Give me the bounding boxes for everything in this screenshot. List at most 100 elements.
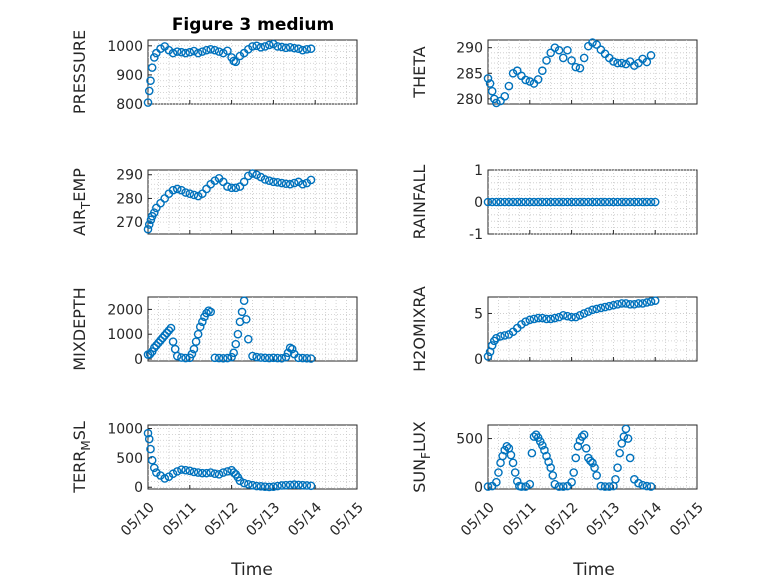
subplot-rainfall: -1 0 1 RAINFALL bbox=[410, 163, 698, 243]
data-point bbox=[542, 56, 551, 65]
data-point bbox=[168, 337, 178, 346]
y-tick-label: 500 bbox=[116, 451, 143, 467]
data-point bbox=[554, 482, 564, 491]
data-point bbox=[195, 322, 205, 332]
subplot-pressure: 800 900 1000 PRESSURE bbox=[70, 30, 358, 114]
data-point bbox=[550, 479, 560, 489]
data-point bbox=[527, 448, 537, 458]
data-point bbox=[202, 308, 211, 318]
data-point bbox=[231, 57, 241, 67]
y-axis-label: H2OMIXRA bbox=[410, 286, 429, 372]
data-point bbox=[540, 445, 549, 455]
subplot-theta: 280 285 290 THETA bbox=[410, 38, 698, 108]
y-tick-label: 0 bbox=[134, 352, 143, 368]
y-axis-label: PRESSURE bbox=[70, 30, 89, 114]
data-point bbox=[160, 194, 170, 203]
data-point bbox=[285, 480, 295, 490]
data-point bbox=[281, 352, 291, 362]
data-point bbox=[214, 47, 224, 56]
data-point bbox=[600, 302, 610, 312]
data-point bbox=[248, 351, 257, 361]
data-point bbox=[577, 432, 587, 441]
data-point bbox=[521, 75, 530, 85]
data-point bbox=[492, 98, 501, 108]
data-point bbox=[579, 309, 589, 318]
data-point bbox=[235, 476, 245, 486]
x-tick-label: 05/11 bbox=[160, 500, 200, 540]
data-point bbox=[302, 353, 312, 363]
data-point bbox=[650, 296, 660, 305]
data-point bbox=[590, 463, 599, 472]
y-axis-label: AIRTEMP bbox=[70, 168, 93, 236]
data-point bbox=[500, 197, 510, 207]
data-point bbox=[533, 75, 543, 84]
data-point bbox=[289, 178, 299, 188]
data-point bbox=[233, 329, 243, 339]
data-point bbox=[289, 480, 299, 489]
data-point bbox=[256, 172, 266, 182]
data-point bbox=[252, 481, 261, 491]
data-point bbox=[634, 478, 643, 488]
data-point bbox=[563, 311, 572, 321]
data-point bbox=[625, 453, 635, 463]
data-point bbox=[223, 182, 232, 191]
data-point bbox=[596, 197, 606, 207]
data-point bbox=[642, 197, 652, 207]
data-point bbox=[264, 482, 274, 492]
y-tick-label: 500 bbox=[456, 432, 483, 448]
x-tick-label: 05/11 bbox=[500, 500, 540, 540]
data-point bbox=[162, 328, 172, 338]
data-point bbox=[168, 469, 178, 479]
data-point bbox=[264, 40, 274, 50]
y-tick-label: 270 bbox=[116, 215, 143, 231]
data-point bbox=[613, 463, 622, 472]
data-point bbox=[600, 197, 610, 207]
data-point bbox=[152, 341, 161, 350]
data-point bbox=[538, 441, 547, 450]
data-point bbox=[544, 457, 553, 467]
data-point bbox=[604, 197, 614, 207]
data-point bbox=[621, 197, 631, 207]
y-axis-label: MIXDEPTH bbox=[70, 287, 89, 370]
data-point bbox=[500, 92, 510, 101]
data-point bbox=[144, 434, 154, 444]
data-point bbox=[613, 58, 622, 68]
data-point bbox=[177, 353, 186, 362]
data-point bbox=[256, 353, 266, 362]
data-point bbox=[542, 451, 551, 461]
data-point bbox=[241, 315, 251, 324]
data-point bbox=[187, 349, 197, 359]
data-point bbox=[623, 434, 633, 443]
data-point bbox=[487, 86, 497, 96]
data-point bbox=[558, 482, 568, 491]
data-point bbox=[264, 176, 274, 185]
data-point bbox=[600, 482, 610, 491]
data-point bbox=[235, 182, 245, 191]
data-point bbox=[306, 354, 316, 363]
data-point bbox=[302, 45, 312, 54]
data-point bbox=[223, 46, 232, 56]
data-point bbox=[177, 185, 186, 195]
y-tick-label: 2000 bbox=[107, 302, 143, 318]
x-tick-label: 05/15 bbox=[667, 500, 707, 540]
data-point bbox=[609, 57, 618, 66]
data-point bbox=[189, 344, 199, 354]
x-axis-label-left: Time bbox=[230, 560, 273, 580]
data-point bbox=[558, 197, 568, 207]
y-axis-label: THETA bbox=[410, 46, 429, 98]
data-point bbox=[223, 353, 232, 363]
data-point bbox=[630, 300, 639, 309]
data-point bbox=[210, 45, 220, 55]
data-point bbox=[244, 334, 253, 344]
data-point bbox=[289, 43, 299, 53]
data-point bbox=[244, 171, 253, 181]
data-point bbox=[185, 189, 195, 199]
data-point bbox=[260, 482, 270, 491]
data-point bbox=[483, 74, 493, 83]
data-point bbox=[588, 305, 597, 315]
data-point bbox=[625, 197, 635, 207]
y-tick-label: 0 bbox=[474, 480, 483, 496]
data-point bbox=[260, 175, 270, 184]
data-point bbox=[525, 77, 535, 86]
